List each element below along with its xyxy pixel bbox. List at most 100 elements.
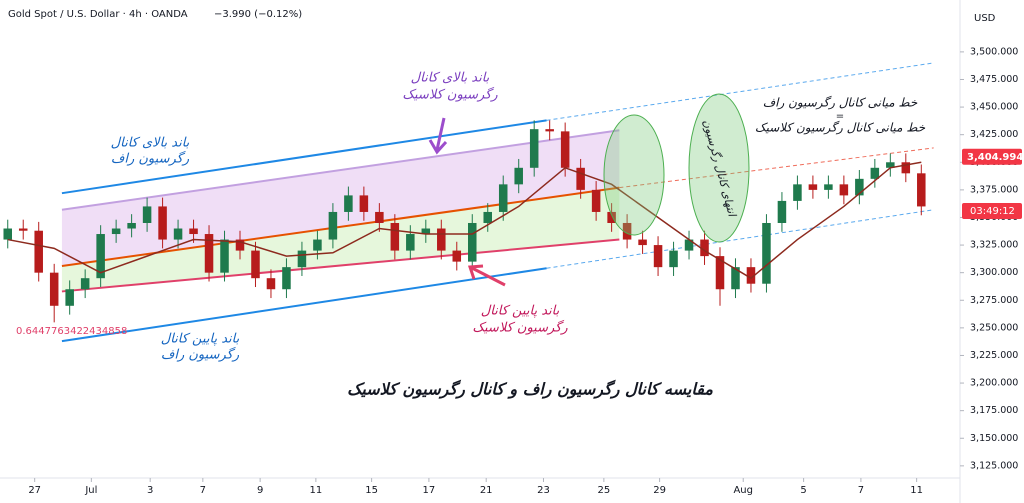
candle-body	[158, 206, 167, 240]
annotation: رگرسیون راف	[111, 151, 190, 167]
highlight-ellipse	[688, 93, 750, 243]
highlight-ellipse	[603, 114, 665, 236]
price-change: −3.990 (−0.12%)	[214, 9, 302, 20]
candle-body	[173, 228, 183, 240]
channel-line	[619, 147, 934, 189]
annotation: خط میانی کانال رگرسیون کلاسیک	[755, 121, 926, 135]
candle-body	[870, 167, 880, 179]
annotation: رگرسیون کلاسیک	[402, 87, 498, 103]
candle-body	[622, 222, 632, 240]
candle-body	[65, 289, 74, 306]
x-tick-label: 3	[147, 485, 153, 496]
countdown-label: 03:49:12	[970, 206, 1015, 217]
candle-body	[653, 245, 663, 268]
x-tick-label: 11	[310, 485, 323, 496]
annotation: باند پایین کانال	[481, 304, 560, 319]
y-tick-label: 3,325.000	[970, 240, 1018, 251]
annotation: باند بالای کانال	[111, 136, 190, 151]
x-tick-label: 23	[537, 485, 550, 496]
candle-body	[297, 250, 307, 268]
annotation: رگرسیون راف	[161, 347, 240, 363]
candle-body	[886, 162, 895, 168]
candle-body	[251, 250, 260, 279]
annotation: باند بالای کانال	[411, 71, 490, 86]
candle-body	[855, 178, 864, 196]
candle-body	[421, 228, 431, 235]
channel-line	[546, 209, 934, 269]
candle-body	[746, 267, 756, 284]
countdown-tag	[962, 203, 1022, 219]
arrow	[428, 117, 448, 155]
x-tick-label: 17	[423, 485, 436, 496]
y-tick-label: 3,150.000	[970, 433, 1018, 444]
channel-line	[546, 62, 934, 121]
annotation: باند پایین کانال	[161, 332, 240, 347]
x-tick-label: 11	[910, 485, 923, 496]
candle-body	[127, 222, 136, 229]
candle-body	[359, 195, 369, 212]
candle-body	[220, 239, 229, 273]
y-tick-label: 3,200.000	[970, 378, 1018, 389]
candle-body	[731, 267, 740, 290]
candle-body	[390, 222, 400, 251]
candle-body	[49, 272, 59, 306]
candle-body	[3, 228, 12, 240]
currency: USD	[974, 13, 996, 24]
candle-body	[762, 222, 771, 284]
x-tick-label: 29	[653, 485, 666, 496]
level-label: 0.6447763422434858	[16, 326, 127, 337]
headline: مقایسه کانال رگرسیون راف و کانال رگرسیون…	[347, 380, 713, 400]
x-tick-label: 25	[598, 485, 611, 496]
candle-body	[591, 189, 601, 212]
candle-body	[669, 250, 678, 268]
candle-body	[266, 278, 276, 290]
plot-area	[3, 62, 934, 343]
x-tick-label: Jul	[84, 485, 97, 496]
candle-body	[824, 184, 833, 190]
x-tick-label: 15	[365, 485, 378, 496]
candle-body	[96, 234, 105, 279]
x-tick-label: 27	[28, 485, 41, 496]
channel-band	[61, 187, 620, 292]
candle-body	[793, 184, 802, 201]
candle-body	[684, 239, 694, 251]
candle-body	[235, 239, 245, 251]
annotation: خط میانی کانال رگرسیون راف	[763, 96, 918, 110]
candle-body	[80, 278, 90, 290]
candle-body	[483, 211, 492, 223]
y-tick-label: 3,375.000	[970, 184, 1018, 195]
candle-body	[344, 195, 353, 212]
y-tick-label: 3,500.000	[970, 46, 1018, 57]
candle-body	[901, 162, 911, 174]
annotation: رگرسیون کلاسیک	[472, 320, 568, 336]
candle-body	[607, 211, 616, 223]
x-tick-label: 7	[200, 485, 206, 496]
candle-body	[142, 206, 152, 223]
candle-body	[468, 222, 477, 262]
candle-body	[514, 167, 523, 185]
candle-body	[700, 239, 709, 257]
x-tick-label: Aug	[733, 485, 753, 496]
channel-line	[61, 119, 547, 195]
candle-body	[34, 230, 43, 273]
annotation: =	[836, 111, 844, 122]
candle-body	[437, 228, 446, 251]
y-tick-label: 3,125.000	[970, 460, 1018, 471]
y-tick-label: 3,425.000	[970, 129, 1018, 140]
y-tick-label: 3,450.000	[970, 102, 1018, 113]
candle-body	[808, 184, 818, 190]
candle-body	[111, 228, 121, 235]
x-tick-label: 5	[800, 485, 806, 496]
candle-body	[777, 200, 787, 223]
candle-body	[375, 211, 384, 223]
candle-body	[313, 239, 322, 251]
arrow	[467, 264, 506, 287]
candle-body	[452, 250, 462, 262]
channel-line	[61, 238, 620, 293]
candle-body	[839, 184, 849, 196]
candle-body	[917, 173, 926, 207]
candle-body	[189, 228, 198, 235]
candle-body	[529, 129, 539, 168]
